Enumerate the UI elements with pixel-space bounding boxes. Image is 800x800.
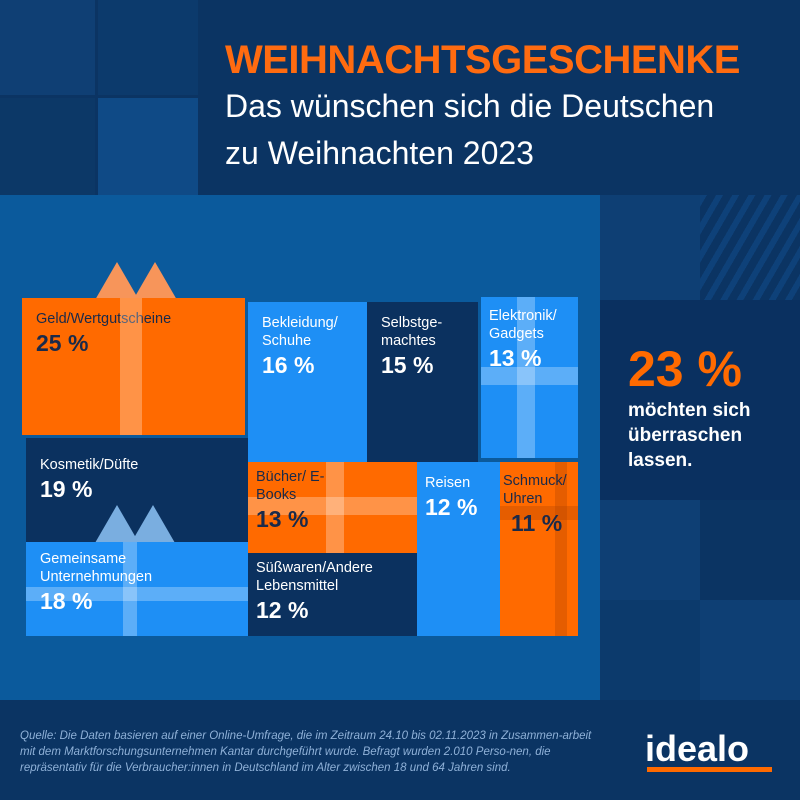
decor-tile-leaf (0, 0, 95, 95)
tile-value: 15 % (381, 352, 434, 378)
bow-gemeinsame (131, 505, 175, 543)
subtitle-line-2: zu Weihnachten 2023 (225, 135, 534, 171)
tile-label: Süßwaren/Andere Lebensmittel (256, 560, 373, 594)
page-title: WEIHNACHTSGESCHENKE (225, 38, 740, 82)
tile-value: 11 % (511, 510, 563, 536)
subtitle-line-1: Das wünschen sich die Deutschen (225, 88, 715, 124)
tile-buecher: Bücher/ E-Books 13 % (248, 462, 417, 553)
decor-tile-candle (98, 98, 198, 195)
tile-label: Bekleidung/ Schuhe (262, 315, 338, 349)
tile-value: 25 % (36, 330, 89, 356)
tile-label: Elektronik/ Gadgets (489, 308, 557, 342)
tile-label: Selbstge- machtes (381, 315, 443, 349)
tile-elektronik: Elektronik/ Gadgets 13 % (481, 297, 578, 458)
tile-value: 19 % (40, 476, 93, 502)
tile-label: Geld/Wertgutscheine (36, 311, 172, 327)
tile-selbstgemachtes: Selbstge- machtes 15 % (367, 302, 478, 462)
tile-kosmetik: Kosmetik/Düfte 19 % (26, 438, 248, 542)
decor-tile-stripes (700, 195, 800, 300)
decor-tile-star (600, 195, 700, 300)
decor-tile-tree (600, 500, 700, 600)
tile-value: 12 % (256, 597, 309, 623)
highlight-value: 23 % (628, 341, 742, 397)
highlight-panel: 23 % möchten sich überraschen lassen. (600, 300, 800, 500)
tile-label: Schmuck/ Uhren (503, 473, 567, 507)
decor-tile-sun (600, 600, 700, 700)
logo-underline (647, 767, 772, 772)
tile-label: Reisen (425, 475, 471, 491)
tile-value: 16 % (262, 352, 315, 378)
tile-value: 12 % (425, 494, 478, 520)
idealo-logo: idealo (645, 728, 750, 769)
tile-label: Gemeinsame Unternehmungen (40, 551, 153, 585)
tile-schmuck: Schmuck/ Uhren 11 % (500, 462, 578, 636)
tile-gemeinsame: Gemeinsame Unternehmungen 18 % (26, 542, 248, 636)
tile-label: Kosmetik/Düfte (40, 457, 139, 473)
bow-geld (133, 262, 177, 300)
highlight-text: möchten sich überraschen lassen. (628, 400, 751, 471)
bow-geld (95, 262, 139, 300)
tile-value: 13 % (256, 506, 309, 532)
source-note: Quelle: Die Daten basieren auf einer Onl… (20, 730, 592, 774)
tile-geld: Geld/Wertgutscheine 25 % (22, 298, 245, 435)
tile-label: Bücher/ E-Books (256, 469, 325, 503)
decor-tile-dots (98, 0, 198, 95)
tile-reisen: Reisen 12 % (417, 462, 500, 636)
tile-bekleidung: Bekleidung/ Schuhe 16 % (248, 302, 367, 462)
tile-value: 18 % (40, 588, 93, 614)
decor-tile-pattern (0, 98, 95, 195)
tile-value: 13 % (489, 345, 542, 371)
tile-suesswaren: Süßwaren/Andere Lebensmittel 12 % (248, 553, 417, 636)
decor-tile-cross (700, 600, 800, 700)
